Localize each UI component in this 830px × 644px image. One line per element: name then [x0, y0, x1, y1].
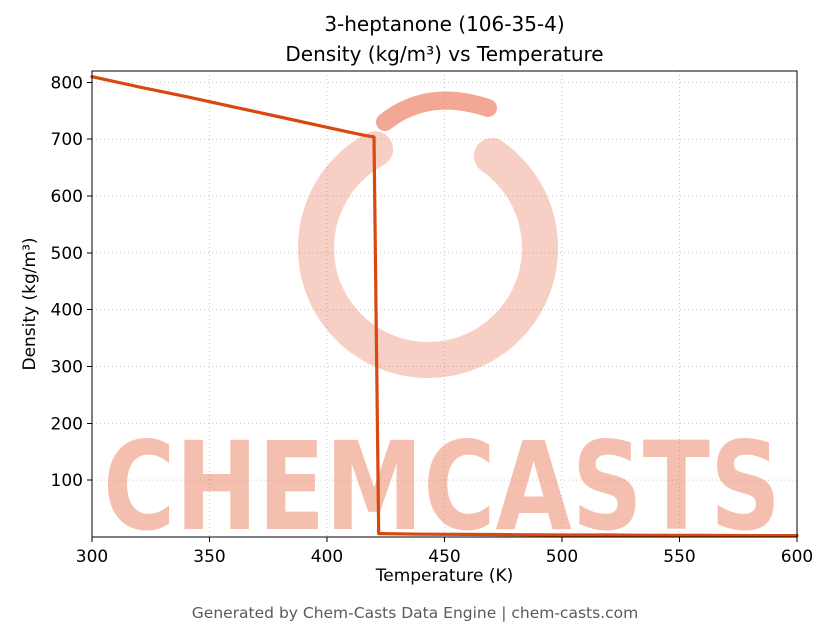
y-tick-label: 500 [51, 244, 83, 264]
density-line [90, 75, 799, 538]
x-tick-label: 500 [546, 547, 578, 567]
watermark-swoosh [376, 91, 497, 131]
axis-ticks: 300 350 400 450 500 550 600 100 200 300 400 500 600 7… [51, 73, 814, 567]
y-tick-label: 100 [51, 471, 83, 491]
y-tick-label: 200 [51, 414, 83, 434]
y-tick-label: 700 [51, 130, 83, 150]
x-tick-label: 450 [428, 547, 460, 567]
x-axis-label: Temperature (K) [375, 566, 514, 586]
chart-title-line2: Density (kg/m³) vs Temperature [285, 42, 604, 66]
y-tick-label: 300 [51, 358, 83, 378]
y-tick-label: 400 [51, 301, 83, 321]
x-tick-label: 550 [663, 547, 695, 567]
watermark-ring [298, 118, 558, 378]
x-tick-label: 400 [311, 547, 343, 567]
chart-title: 3-heptanone (106-35-4) Density (kg/m³) v… [92, 9, 797, 69]
x-tick-label: 600 [781, 547, 813, 567]
chart-title-line1: 3-heptanone (106-35-4) [324, 12, 565, 36]
y-tick-label: 800 [51, 73, 83, 93]
y-tick-label: 600 [51, 187, 83, 207]
watermark-logo [298, 91, 558, 378]
x-tick-label: 350 [193, 547, 225, 567]
footer-text: Generated by Chem-Casts Data Engine | ch… [191, 604, 639, 622]
x-tick-label: 300 [76, 547, 108, 567]
